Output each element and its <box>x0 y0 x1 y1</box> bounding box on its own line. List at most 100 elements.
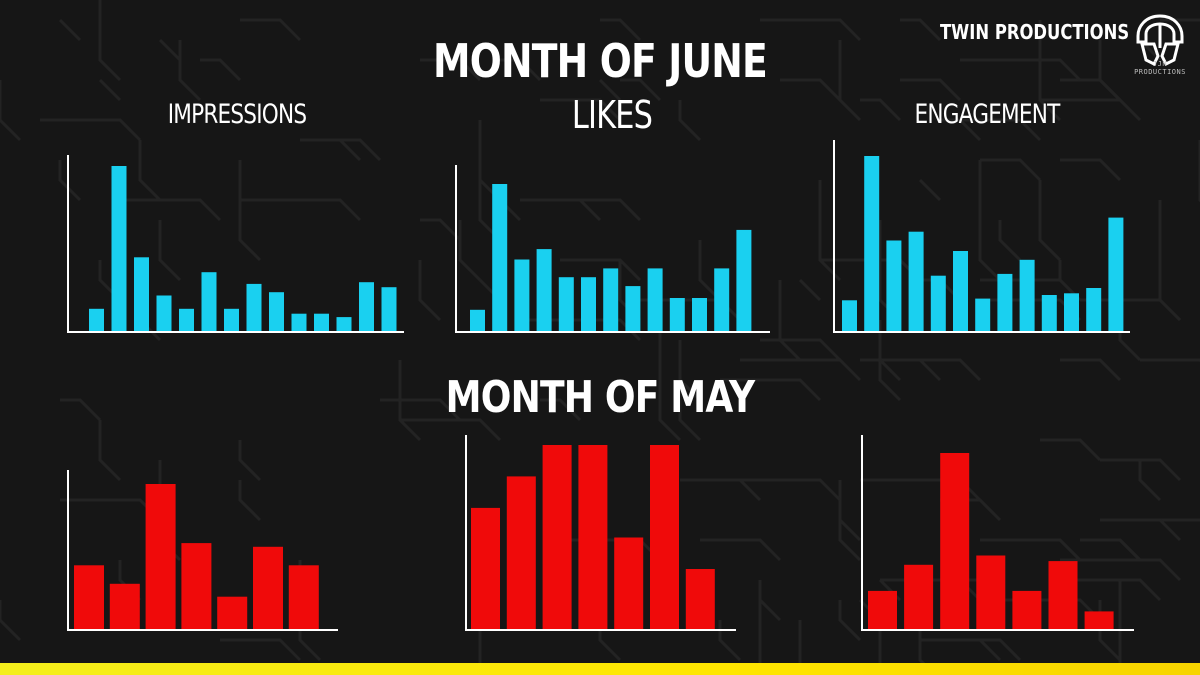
chart-bar <box>470 309 485 332</box>
chart-bar <box>904 564 934 630</box>
chart-axis <box>465 435 736 631</box>
circuit-line <box>120 198 222 222</box>
chart-bar <box>908 231 924 332</box>
chart-bar <box>930 275 946 332</box>
chart-bar <box>181 543 212 630</box>
chart-bar <box>625 286 641 332</box>
chart-bar <box>74 565 104 630</box>
chart-bar <box>581 277 596 332</box>
circuit-line <box>920 638 1022 662</box>
circuit-line <box>900 18 942 42</box>
circuit-line <box>960 58 1082 82</box>
circuit-line <box>838 600 862 642</box>
circuit-line <box>520 318 642 342</box>
circuit-line <box>520 198 642 222</box>
chart-bar <box>381 287 397 332</box>
circuit-line <box>698 240 722 302</box>
yellow-accent-bar <box>0 663 1200 675</box>
chart-bar <box>269 292 284 332</box>
circuit-line <box>238 440 262 482</box>
circuit-line <box>300 138 382 162</box>
circuit-line <box>138 140 162 202</box>
circuit-line <box>778 280 802 362</box>
chart-bar <box>940 453 970 630</box>
circuit-line <box>740 478 842 502</box>
circuit-line <box>40 118 142 142</box>
circuit-line <box>900 358 982 382</box>
circuit-line <box>400 418 502 442</box>
chart-bar <box>1048 561 1078 630</box>
circuit-line <box>758 580 762 663</box>
chart-bar <box>288 565 319 630</box>
chart-bar <box>1108 217 1124 332</box>
circuit-line <box>1160 518 1200 522</box>
circuit-line <box>798 278 822 302</box>
brand-name: TWIN PRODUCTIONS <box>940 20 1130 44</box>
chart-bar <box>134 257 149 332</box>
circuit-line <box>380 398 462 422</box>
circuit-line <box>1138 460 1162 502</box>
circuit-line <box>740 358 862 382</box>
chart-bar <box>109 583 140 630</box>
circuit-line <box>718 620 742 662</box>
circuit-line <box>178 40 202 102</box>
circuit-line <box>1158 200 1182 322</box>
circuit-line <box>1060 558 1182 582</box>
circuit-line <box>98 420 122 482</box>
chart-bar <box>156 295 172 332</box>
circuit-line <box>420 58 482 82</box>
chart-bar <box>291 313 307 332</box>
circuit-line <box>220 638 302 662</box>
circuit-line <box>500 58 542 82</box>
circuit-line <box>420 218 462 242</box>
chart-axis <box>833 140 1130 333</box>
chart-axis <box>455 165 770 333</box>
circuit-line <box>658 320 682 442</box>
chart-bar <box>536 249 552 332</box>
chart-bar <box>864 156 880 332</box>
chart-bar <box>246 283 262 332</box>
circuit-line <box>940 118 1042 142</box>
circuit-line <box>58 160 82 202</box>
circuit-line <box>798 620 802 663</box>
circuit-line <box>540 98 622 122</box>
circuit-line <box>678 340 702 442</box>
circuit-line <box>918 620 926 663</box>
chart-bar <box>1012 590 1042 630</box>
chart-bar <box>997 273 1013 332</box>
chart-bar <box>1041 295 1057 332</box>
may-section-title: MONTH OF MAY <box>445 372 755 423</box>
chart-bar <box>578 445 608 630</box>
chart-bar <box>1086 288 1102 332</box>
chart-bar <box>471 507 500 630</box>
circuit-line <box>560 198 602 222</box>
circuit-line <box>1040 438 1102 462</box>
logo-caption: JJN PRODUCTIONS <box>1134 60 1186 76</box>
chart-bar <box>201 272 217 332</box>
circuit-line <box>1118 580 1122 663</box>
chart-bar <box>179 308 194 332</box>
june-section-title: MONTH OF JUNE <box>433 34 768 88</box>
circuit-line <box>0 80 22 142</box>
circuit-line <box>860 358 902 382</box>
helmet-logo-icon <box>1136 14 1184 67</box>
circuit-line <box>98 0 122 82</box>
may-engagement-chart <box>861 435 1134 631</box>
circuit-line <box>58 18 82 42</box>
circuit-line <box>60 398 102 422</box>
circuit-line <box>1100 518 1182 542</box>
circuit-line <box>158 38 182 62</box>
chart-bar <box>650 445 679 630</box>
chart-bar <box>514 259 530 332</box>
circuit-line <box>418 260 442 322</box>
circuit-line <box>600 18 642 42</box>
circuit-line <box>238 160 262 262</box>
chart-bar <box>492 184 508 332</box>
circuit-line <box>1160 18 1200 22</box>
circuit-line <box>998 220 1022 262</box>
circuit-line <box>98 78 122 102</box>
chart-bar <box>975 298 991 332</box>
chart-bar <box>558 277 574 332</box>
